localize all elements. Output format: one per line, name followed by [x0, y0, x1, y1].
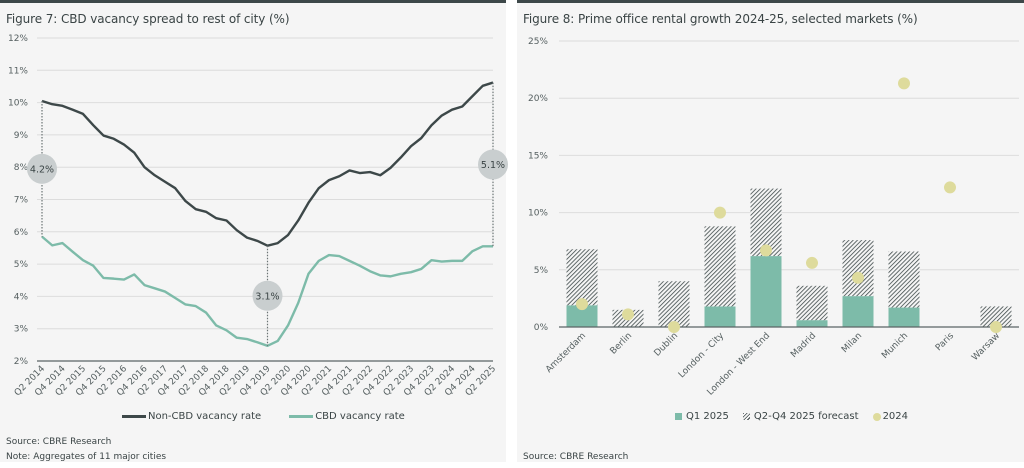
- figure-8-legend: Q1 2025 Q2-Q4 2025 forecast 2024: [675, 411, 908, 422]
- spread-callout-circle: [478, 149, 508, 180]
- figure-8-source: Source: CBRE Research: [523, 452, 629, 462]
- x-tick-label: Paris: [934, 331, 956, 353]
- y-tick-label: 6%: [14, 228, 29, 238]
- x-tick-label: Dublin: [652, 331, 680, 359]
- dot-2024: [852, 271, 864, 284]
- bar-forecast: [888, 251, 920, 308]
- x-tick-label: Madrid: [789, 331, 818, 360]
- dot-2024: [576, 298, 588, 311]
- non-cbd-line: [41, 81, 494, 247]
- legend-item-non-cbd: Non-CBD vacancy rate: [122, 411, 261, 422]
- x-tick-label: Amsterdam: [544, 331, 588, 375]
- bar-forecast: [658, 281, 690, 327]
- figure-7-note: Note: Aggregates of 11 major cities: [6, 452, 167, 462]
- y-tick-label: 11%: [8, 66, 28, 76]
- x-tick-label: Munich: [880, 331, 910, 361]
- y-tick-label: 12%: [8, 34, 28, 44]
- y-tick-label: 5%: [14, 260, 29, 270]
- bar-q1-2025: [796, 320, 828, 327]
- y-tick-label: 25%: [528, 37, 548, 47]
- x-tick-label: Warsaw: [970, 331, 1002, 363]
- y-tick-label: 5%: [534, 266, 549, 276]
- figure-8-title: Figure 8: Prime office rental growth 202…: [523, 12, 918, 26]
- x-tick-label: Berlin: [609, 331, 635, 357]
- x-tick-label: Milan: [840, 331, 864, 355]
- dot-2024: [898, 77, 910, 90]
- legend-label-q1-2025: Q1 2025: [686, 411, 729, 422]
- bar-q1-2025: [704, 306, 736, 327]
- legend-item-cbd: CBD vacancy rate: [289, 411, 405, 422]
- legend-item-2024: 2024: [872, 411, 909, 422]
- dot-2024: [622, 308, 634, 321]
- y-tick-label: 3%: [14, 325, 29, 335]
- spread-callout-label: 4.2%: [30, 164, 54, 175]
- figure-8-chart: 0% 5% 10% 15% 20% 25% Amsterdam Berlin DublinLon…: [528, 37, 1019, 398]
- y-tick-label: 4%: [14, 292, 29, 302]
- dot-2024: [668, 321, 680, 333]
- spread-callout-circle: [252, 280, 283, 311]
- dot-2024: [806, 256, 818, 269]
- legend-label-forecast: Q2-Q4 2025 forecast: [753, 411, 859, 422]
- legend-swatch-cbd: [289, 415, 314, 418]
- legend-label-2024: 2024: [882, 411, 909, 422]
- y-tick-label: 7%: [14, 196, 29, 206]
- bar-q1-2025: [842, 296, 874, 327]
- bar-q1-2025: [566, 305, 598, 327]
- dot-2024: [990, 321, 1002, 333]
- figure-8-panel: Figure 8: Prime office rental growth 202…: [517, 0, 1024, 462]
- bar-forecast: [980, 306, 1012, 327]
- bar-forecast: [704, 226, 736, 307]
- dot-2024: [714, 206, 726, 219]
- y-tick-label: 2%: [14, 357, 29, 367]
- y-tick-label: 20%: [528, 94, 548, 104]
- figure-7-panel: Figure 7: CBD vacancy spread to rest of …: [0, 0, 508, 462]
- bar-q1-2025: [888, 307, 920, 327]
- legend-label-cbd: CBD vacancy rate: [315, 411, 405, 422]
- bar-forecast: [796, 285, 828, 321]
- spread-callout-label: 5.1%: [481, 160, 505, 171]
- legend-swatch-non-cbd: [122, 415, 146, 418]
- bar-forecast: [566, 249, 598, 306]
- bar-q1-2025: [750, 256, 782, 327]
- legend-label-non-cbd: Non-CBD vacancy rate: [148, 411, 262, 422]
- dot-2024: [760, 244, 772, 257]
- y-tick-label: 0%: [534, 323, 549, 333]
- figure-7-source: Source: CBRE Research: [6, 437, 112, 447]
- legend-swatch-2024: [872, 412, 881, 421]
- bar-forecast: [842, 240, 874, 297]
- figure-7-legend: Non-CBD vacancy rate CBD vacancy rate: [122, 411, 405, 422]
- legend-item-q1-2025: Q1 2025: [675, 411, 729, 422]
- y-tick-label: 8%: [14, 163, 29, 173]
- spread-callout-label: 3.1%: [255, 291, 279, 302]
- y-tick-label: 10%: [8, 99, 28, 109]
- legend-item-forecast: Q2-Q4 2025 forecast: [742, 411, 859, 422]
- spread-callout-circle: [27, 153, 57, 184]
- y-tick-label: 15%: [528, 151, 548, 161]
- legend-swatch-forecast: [742, 413, 750, 420]
- dot-2024: [944, 181, 956, 194]
- x-tick-label: London - City: [677, 331, 727, 381]
- figure-7-title: Figure 7: CBD vacancy spread to rest of …: [6, 12, 290, 26]
- y-tick-label: 10%: [528, 209, 548, 219]
- y-tick-label: 9%: [14, 131, 29, 141]
- legend-swatch-q1-2025: [675, 413, 682, 420]
